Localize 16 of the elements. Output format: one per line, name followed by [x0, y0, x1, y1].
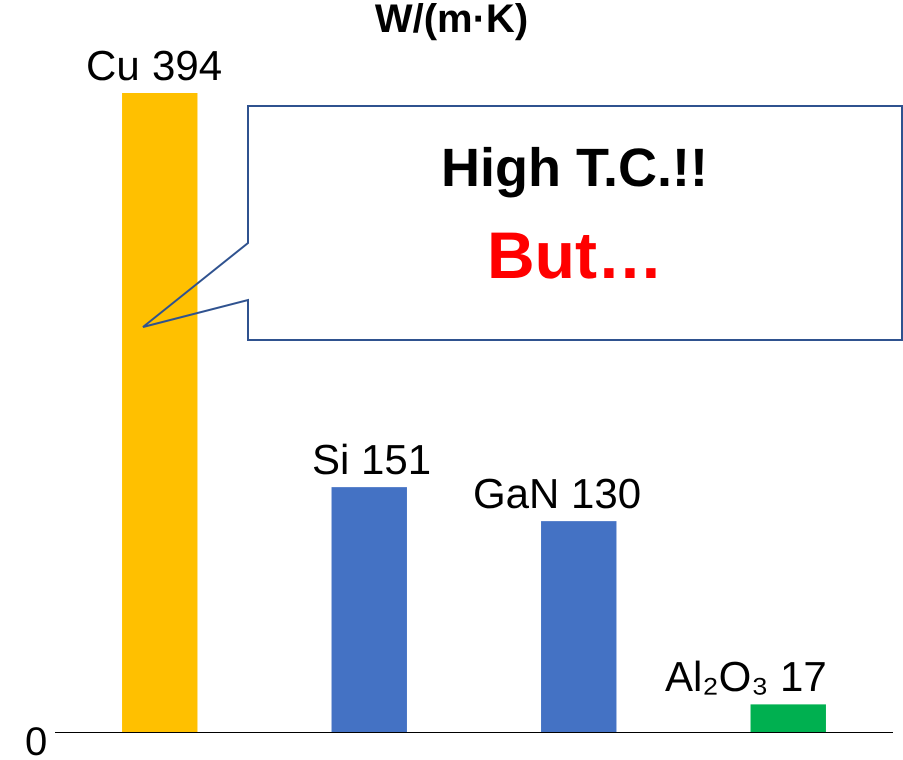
- annotation: High T.C.!!: [441, 138, 708, 198]
- bar: [332, 487, 407, 732]
- bar: [122, 93, 198, 732]
- data-label: 151: [361, 436, 432, 483]
- chart-title: W/(m·K): [374, 0, 528, 41]
- bar: [750, 704, 826, 732]
- x-tick-label: Si: [312, 436, 350, 483]
- x-tick-label: Al₂O₃: [665, 653, 768, 700]
- data-label: 17: [780, 653, 827, 700]
- annotation: But…: [487, 218, 663, 292]
- data-label: 394: [152, 42, 222, 89]
- bar: [541, 521, 616, 732]
- x-tick-label: GaN: [473, 470, 560, 517]
- data-label: 130: [571, 470, 642, 517]
- text: 0: [25, 720, 48, 760]
- x-tick-label: Cu: [86, 42, 140, 89]
